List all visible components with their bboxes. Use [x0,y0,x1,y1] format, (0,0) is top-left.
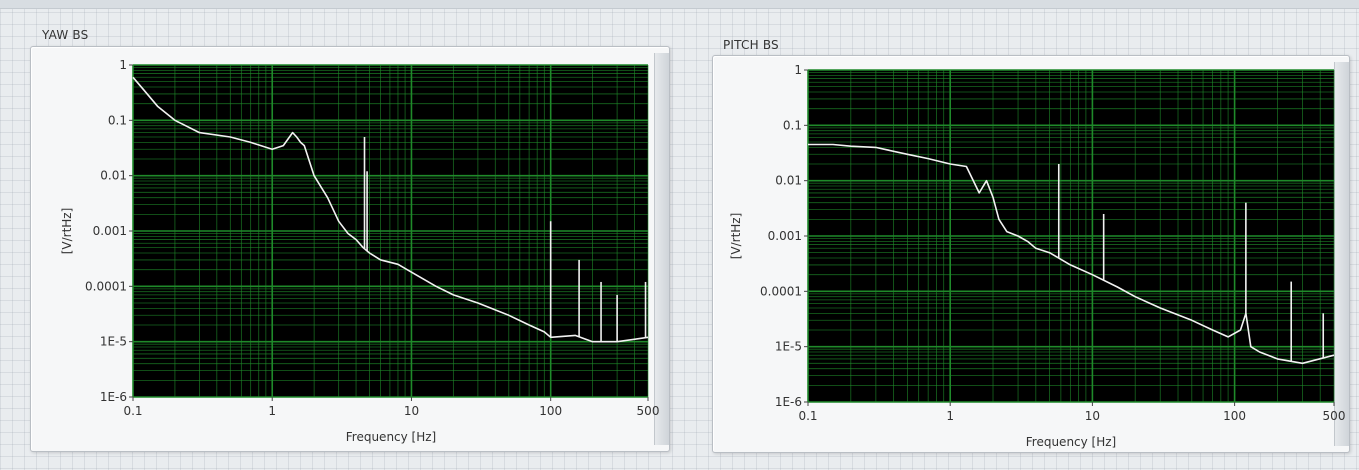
x-tick-label: 500 [1323,409,1346,423]
y-tick-label: 0.1 [108,113,127,127]
x-tick-label: 10 [1085,409,1100,423]
pitch-graph-title: PITCH BS [723,38,779,52]
y-tick-label: 0.0001 [85,279,127,293]
x-tick-label: 1 [268,404,276,418]
y-tick-label: 0.001 [768,229,802,243]
x-tick-label: 1 [946,409,954,423]
pitch-yaxis-label: [V/rtHz] [729,213,743,260]
psd-trace [808,143,1335,365]
y-tick-label: 0.01 [775,174,802,188]
x-tick-label: 0.1 [123,404,142,418]
yaw-xaxis-label: Frequency [Hz] [346,430,437,444]
y-tick-label: 1E-6 [775,395,802,409]
y-tick-label: 0.0001 [760,284,802,298]
pitch-frame-bevel [1334,62,1349,446]
y-tick-label: 0.001 [93,224,127,238]
x-tick-label: 100 [539,404,562,418]
y-tick-label: 0.1 [783,118,802,132]
x-tick-label: 0.1 [798,409,817,423]
y-tick-label: 1 [119,58,127,72]
x-tick-label: 500 [637,404,660,418]
pitch-xaxis-label: Frequency [Hz] [1026,435,1117,449]
x-tick-label: 10 [404,404,419,418]
x-tick-label: 100 [1223,409,1246,423]
yaw-graph-title: YAW BS [42,28,89,42]
y-tick-label: 1E-5 [775,340,802,354]
window-top-strip [0,0,1359,9]
y-tick-label: 1E-5 [100,335,127,349]
psd-trace [132,76,649,343]
yaw-frame-bevel [654,53,669,445]
y-tick-label: 1 [794,63,802,77]
y-tick-label: 0.01 [100,169,127,183]
yaw-yaxis-label: [V/rtHz] [60,208,74,255]
y-tick-label: 1E-6 [100,390,127,404]
